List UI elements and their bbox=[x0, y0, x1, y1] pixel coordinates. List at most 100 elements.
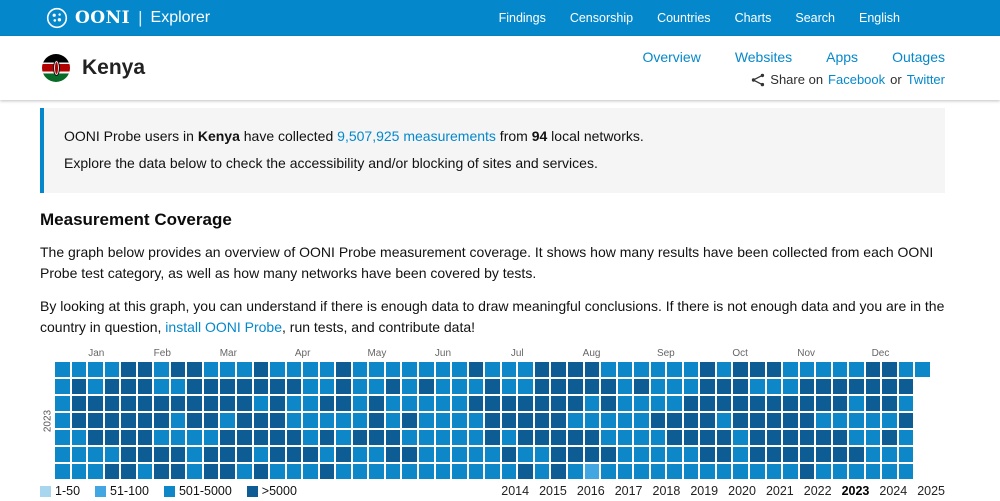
heatmap-cell[interactable] bbox=[369, 464, 384, 479]
heatmap-cell[interactable] bbox=[468, 464, 484, 479]
heatmap-cell[interactable] bbox=[55, 379, 70, 394]
heatmap-cell[interactable] bbox=[601, 379, 616, 394]
heatmap-cell[interactable] bbox=[137, 430, 153, 445]
heatmap-cell[interactable] bbox=[402, 396, 418, 411]
year-link-2024[interactable]: 2024 bbox=[879, 484, 908, 498]
heatmap-cell[interactable] bbox=[832, 396, 848, 411]
heatmap-cell[interactable] bbox=[286, 362, 302, 377]
year-link-2015[interactable]: 2015 bbox=[539, 484, 567, 498]
heatmap-cell[interactable] bbox=[385, 464, 401, 479]
heatmap-cell[interactable] bbox=[286, 379, 302, 394]
share-twitter-link[interactable]: Twitter bbox=[906, 72, 945, 87]
heatmap-cell[interactable] bbox=[88, 396, 103, 411]
heatmap-cell[interactable] bbox=[551, 379, 566, 394]
heatmap-cell[interactable] bbox=[716, 430, 732, 445]
heatmap-cell[interactable] bbox=[700, 362, 715, 377]
nav-item-countries[interactable]: Countries bbox=[657, 11, 711, 25]
heatmap-cell[interactable] bbox=[667, 464, 682, 479]
heatmap-cell[interactable] bbox=[253, 362, 269, 377]
heatmap-cell[interactable] bbox=[220, 362, 236, 377]
heatmap-cell[interactable] bbox=[683, 362, 699, 377]
heatmap-cell[interactable] bbox=[816, 447, 831, 462]
heatmap-cell[interactable] bbox=[534, 396, 550, 411]
heatmap-cell[interactable] bbox=[501, 362, 517, 377]
heatmap-cell[interactable] bbox=[601, 413, 616, 428]
heatmap-cell[interactable] bbox=[402, 464, 418, 479]
heatmap-cell[interactable] bbox=[534, 379, 550, 394]
heatmap-cell[interactable] bbox=[783, 413, 798, 428]
heatmap-cell[interactable] bbox=[154, 362, 169, 377]
heatmap-cell[interactable] bbox=[601, 396, 616, 411]
heatmap-cell[interactable] bbox=[766, 413, 782, 428]
heatmap-cell[interactable] bbox=[187, 413, 202, 428]
heatmap-cell[interactable] bbox=[419, 413, 434, 428]
heatmap-cell[interactable] bbox=[799, 413, 815, 428]
tab-outages[interactable]: Outages bbox=[892, 49, 945, 65]
heatmap-cell[interactable] bbox=[485, 464, 500, 479]
heatmap-cell[interactable] bbox=[170, 413, 186, 428]
heatmap-cell[interactable] bbox=[534, 447, 550, 462]
install-ooni-probe-link[interactable]: install OONI Probe bbox=[165, 319, 283, 335]
heatmap-cell[interactable] bbox=[501, 447, 517, 462]
heatmap-cell[interactable] bbox=[501, 413, 517, 428]
heatmap-cell[interactable] bbox=[419, 447, 434, 462]
heatmap-cell[interactable] bbox=[55, 413, 70, 428]
year-link-2021[interactable]: 2021 bbox=[765, 484, 794, 498]
heatmap-cell[interactable] bbox=[617, 379, 633, 394]
heatmap-cell[interactable] bbox=[634, 447, 649, 462]
heatmap-cell[interactable] bbox=[237, 464, 252, 479]
heatmap-cell[interactable] bbox=[203, 430, 219, 445]
heatmap-cell[interactable] bbox=[336, 464, 351, 479]
heatmap-cell[interactable] bbox=[601, 362, 616, 377]
heatmap-cell[interactable] bbox=[137, 379, 153, 394]
heatmap-cell[interactable] bbox=[435, 430, 451, 445]
heatmap-cell[interactable] bbox=[203, 396, 219, 411]
heatmap-cell[interactable] bbox=[435, 447, 451, 462]
heatmap-cell[interactable] bbox=[170, 379, 186, 394]
heatmap-cell[interactable] bbox=[617, 396, 633, 411]
heatmap-cell[interactable] bbox=[716, 447, 732, 462]
heatmap-cell[interactable] bbox=[915, 362, 930, 377]
heatmap-cell[interactable] bbox=[849, 447, 864, 462]
heatmap-cell[interactable] bbox=[88, 379, 103, 394]
heatmap-cell[interactable] bbox=[683, 464, 699, 479]
heatmap-cell[interactable] bbox=[816, 430, 831, 445]
heatmap-cell[interactable] bbox=[104, 362, 120, 377]
heatmap-cell[interactable] bbox=[336, 379, 351, 394]
heatmap-cell[interactable] bbox=[816, 379, 831, 394]
heatmap-cell[interactable] bbox=[385, 430, 401, 445]
heatmap-cell[interactable] bbox=[319, 430, 335, 445]
heatmap-cell[interactable] bbox=[865, 413, 881, 428]
heatmap-cell[interactable] bbox=[270, 362, 285, 377]
heatmap-cell[interactable] bbox=[700, 379, 715, 394]
heatmap-cell[interactable] bbox=[402, 379, 418, 394]
heatmap-cell[interactable] bbox=[551, 396, 566, 411]
heatmap-cell[interactable] bbox=[898, 413, 914, 428]
heatmap-cell[interactable] bbox=[336, 430, 351, 445]
heatmap-cell[interactable] bbox=[303, 362, 318, 377]
heatmap-cell[interactable] bbox=[567, 447, 583, 462]
heatmap-cell[interactable] bbox=[832, 362, 848, 377]
heatmap-cell[interactable] bbox=[319, 396, 335, 411]
ooni-explorer-logo[interactable]: OONI | Explorer bbox=[46, 7, 210, 29]
heatmap-cell[interactable] bbox=[203, 362, 219, 377]
heatmap-cell[interactable] bbox=[650, 379, 666, 394]
heatmap-cell[interactable] bbox=[402, 447, 418, 462]
year-link-2023[interactable]: 2023 bbox=[841, 484, 870, 498]
heatmap-cell[interactable] bbox=[832, 464, 848, 479]
heatmap-cell[interactable] bbox=[452, 413, 467, 428]
heatmap-cell[interactable] bbox=[336, 413, 351, 428]
heatmap-cell[interactable] bbox=[617, 447, 633, 462]
heatmap-cell[interactable] bbox=[71, 379, 87, 394]
heatmap-cell[interactable] bbox=[634, 362, 649, 377]
heatmap-cell[interactable] bbox=[220, 464, 236, 479]
heatmap-cell[interactable] bbox=[88, 447, 103, 462]
heatmap-cell[interactable] bbox=[617, 413, 633, 428]
heatmap-cell[interactable] bbox=[749, 447, 765, 462]
heatmap-cell[interactable] bbox=[187, 447, 202, 462]
heatmap-cell[interactable] bbox=[584, 396, 600, 411]
heatmap-cell[interactable] bbox=[220, 413, 236, 428]
heatmap-cell[interactable] bbox=[518, 362, 533, 377]
heatmap-cell[interactable] bbox=[832, 413, 848, 428]
nav-item-charts[interactable]: Charts bbox=[734, 11, 772, 25]
